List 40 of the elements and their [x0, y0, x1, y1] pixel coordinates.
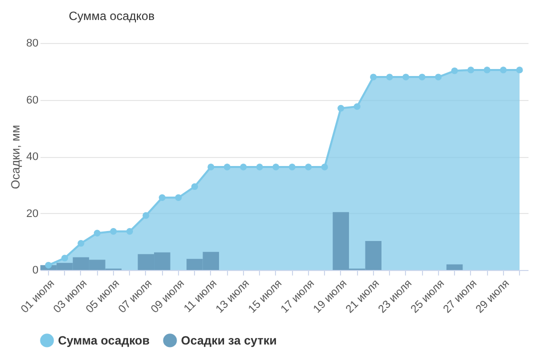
point	[240, 164, 247, 170]
bar	[446, 264, 463, 270]
point	[434, 74, 442, 80]
point	[61, 254, 68, 262]
y-tick-label: 60	[26, 94, 38, 106]
point	[305, 164, 312, 170]
point	[500, 66, 507, 74]
point	[175, 194, 182, 201]
legend-label: Сумма осадков	[58, 333, 150, 348]
legend-label: Осадки за сутки	[181, 333, 277, 348]
y-axis-title: Осадки, мм	[8, 124, 22, 190]
point	[386, 74, 393, 80]
point	[256, 164, 263, 170]
y-tick-label: 0	[32, 264, 38, 276]
point	[402, 74, 410, 80]
point	[94, 230, 101, 236]
point	[288, 164, 296, 170]
point	[321, 164, 328, 170]
point	[126, 228, 134, 235]
point	[467, 66, 474, 74]
point	[142, 212, 150, 219]
point	[370, 74, 377, 80]
chart-title: Сумма осадков	[68, 9, 155, 23]
point	[158, 194, 166, 201]
point	[208, 164, 214, 170]
point	[78, 240, 84, 247]
point	[338, 104, 344, 112]
point	[451, 67, 458, 74]
y-tick-label: 40	[26, 151, 38, 163]
point	[191, 183, 198, 190]
y-tick-label: 80	[26, 38, 38, 50]
point	[484, 66, 490, 74]
point	[516, 66, 523, 74]
point	[354, 103, 360, 110]
y-tick-label: 20	[26, 208, 38, 220]
point	[224, 164, 230, 170]
point	[110, 228, 117, 235]
point	[418, 74, 426, 80]
point	[272, 164, 280, 170]
point	[45, 262, 52, 269]
